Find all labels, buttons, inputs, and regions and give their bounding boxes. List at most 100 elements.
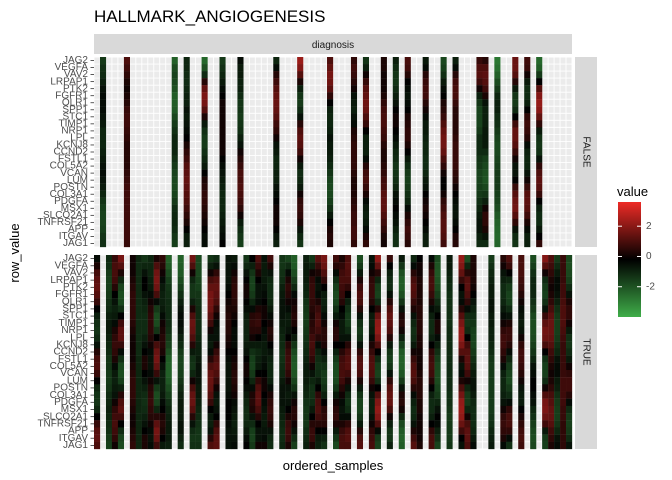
heatmap-cell xyxy=(536,78,543,86)
heatmap-cell xyxy=(111,384,119,392)
heatmap-cell xyxy=(548,405,555,414)
heatmap-cell xyxy=(153,305,160,313)
heatmap-cell xyxy=(422,127,429,135)
heatmap-cell xyxy=(434,391,441,399)
y-tick-label: NRP1 xyxy=(61,126,88,137)
heatmap-cell xyxy=(356,326,364,335)
heatmap-cell xyxy=(153,298,160,306)
heatmap-cell xyxy=(171,134,178,142)
heatmap-cell xyxy=(386,290,393,299)
heatmap-cell xyxy=(470,369,477,378)
heatmap-cell xyxy=(111,276,119,284)
heatmap-cell xyxy=(225,290,232,299)
heatmap-cell xyxy=(243,319,250,328)
heatmap-cell xyxy=(416,413,423,421)
heatmap-cell xyxy=(201,57,208,65)
heatmap-cell xyxy=(374,319,381,328)
heatmap-cell xyxy=(297,197,304,205)
heatmap-cell xyxy=(530,362,537,371)
heatmap-cell xyxy=(297,64,304,72)
heatmap-cell xyxy=(458,405,465,414)
heatmap-cell xyxy=(147,319,154,328)
heatmap-cell xyxy=(291,427,298,435)
heatmap-cell xyxy=(422,113,429,121)
heatmap-cell xyxy=(338,255,346,263)
heatmap-cell xyxy=(237,176,244,184)
heatmap-cell xyxy=(105,413,113,421)
heatmap-cell xyxy=(243,269,250,277)
heatmap-cell xyxy=(512,99,519,107)
heatmap-cell xyxy=(177,369,184,378)
heatmap-cell xyxy=(285,441,292,450)
heatmap-cell xyxy=(434,334,441,342)
heatmap-cell xyxy=(171,141,178,149)
heatmap-cell xyxy=(255,255,262,263)
heatmap-cell xyxy=(524,99,531,107)
heatmap-cell xyxy=(440,225,447,234)
heatmap-cell xyxy=(213,319,220,328)
heatmap-cell xyxy=(530,398,537,407)
heatmap-cell xyxy=(99,113,107,121)
heatmap-cell xyxy=(129,341,136,349)
heatmap-cell xyxy=(518,355,525,363)
heatmap-cell xyxy=(243,290,250,299)
heatmap-cell xyxy=(147,269,154,277)
y-tick-label: OLR1 xyxy=(62,97,89,108)
heatmap-cell xyxy=(560,441,567,450)
heatmap-cell xyxy=(111,326,119,335)
heatmap-cell xyxy=(177,384,184,392)
heatmap-cell xyxy=(201,204,208,212)
heatmap-cell xyxy=(392,113,399,121)
heatmap-cell xyxy=(303,441,310,450)
heatmap-cell xyxy=(303,262,310,270)
heatmap-cell xyxy=(243,398,250,407)
heatmap-cell xyxy=(368,362,375,371)
heatmap-cell xyxy=(105,255,113,263)
heatmap-cell xyxy=(225,341,232,349)
heatmap-cell xyxy=(99,57,107,65)
heatmap-cell xyxy=(315,319,322,328)
heatmap-cell xyxy=(237,218,244,227)
heatmap-cell xyxy=(303,334,310,342)
heatmap-cell xyxy=(476,148,483,156)
heatmap-cell xyxy=(476,169,483,177)
heatmap-cell xyxy=(333,413,340,421)
heatmap-cell xyxy=(315,391,322,399)
heatmap-cell xyxy=(518,398,525,407)
heatmap-cell xyxy=(554,355,561,363)
heatmap-cell xyxy=(482,113,489,121)
heatmap-cell xyxy=(333,427,340,435)
heatmap-cell xyxy=(213,255,220,263)
heatmap-cell xyxy=(458,377,465,385)
heatmap-cell xyxy=(165,348,172,356)
heatmap-cell xyxy=(512,141,519,149)
heatmap-cell xyxy=(273,162,280,170)
heatmap-cell xyxy=(356,420,364,428)
heatmap-cell xyxy=(554,398,561,407)
heatmap-cell xyxy=(560,334,567,342)
heatmap-cell xyxy=(560,355,567,363)
heatmap-cell xyxy=(398,405,405,414)
heatmap-cell xyxy=(566,405,573,414)
legend-tick-label: 0 xyxy=(646,251,652,262)
heatmap-cell xyxy=(488,334,495,342)
heatmap-cell xyxy=(171,78,178,86)
heatmap-cell xyxy=(422,239,429,248)
heatmap-cell xyxy=(482,197,489,205)
heatmap-cell xyxy=(500,391,507,399)
heatmap-cell xyxy=(213,348,220,356)
heatmap-cell xyxy=(303,427,310,435)
heatmap-cell xyxy=(410,319,417,328)
heatmap-cell xyxy=(99,183,107,191)
heatmap-cell xyxy=(536,204,543,212)
heatmap-cell xyxy=(422,99,429,107)
heatmap-cell xyxy=(219,134,226,142)
heatmap-cell xyxy=(470,283,477,292)
heatmap-cell xyxy=(309,305,316,313)
heatmap-cell xyxy=(165,334,172,342)
heatmap-cell xyxy=(470,413,477,421)
heatmap-cell xyxy=(285,348,292,356)
heatmap-cell xyxy=(410,369,417,378)
heatmap-cell xyxy=(548,262,555,270)
heatmap-cell xyxy=(518,334,525,342)
